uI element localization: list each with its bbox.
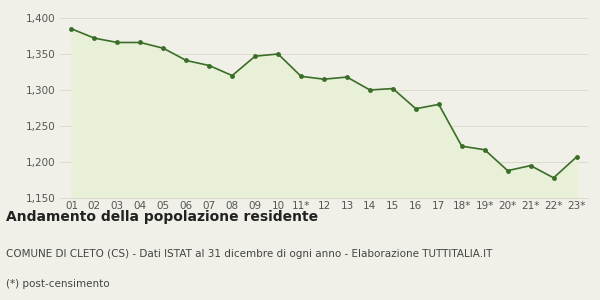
Text: COMUNE DI CLETO (CS) - Dati ISTAT al 31 dicembre di ogni anno - Elaborazione TUT: COMUNE DI CLETO (CS) - Dati ISTAT al 31 … xyxy=(6,249,493,259)
Text: Andamento della popolazione residente: Andamento della popolazione residente xyxy=(6,210,318,224)
Text: (*) post-censimento: (*) post-censimento xyxy=(6,279,110,289)
